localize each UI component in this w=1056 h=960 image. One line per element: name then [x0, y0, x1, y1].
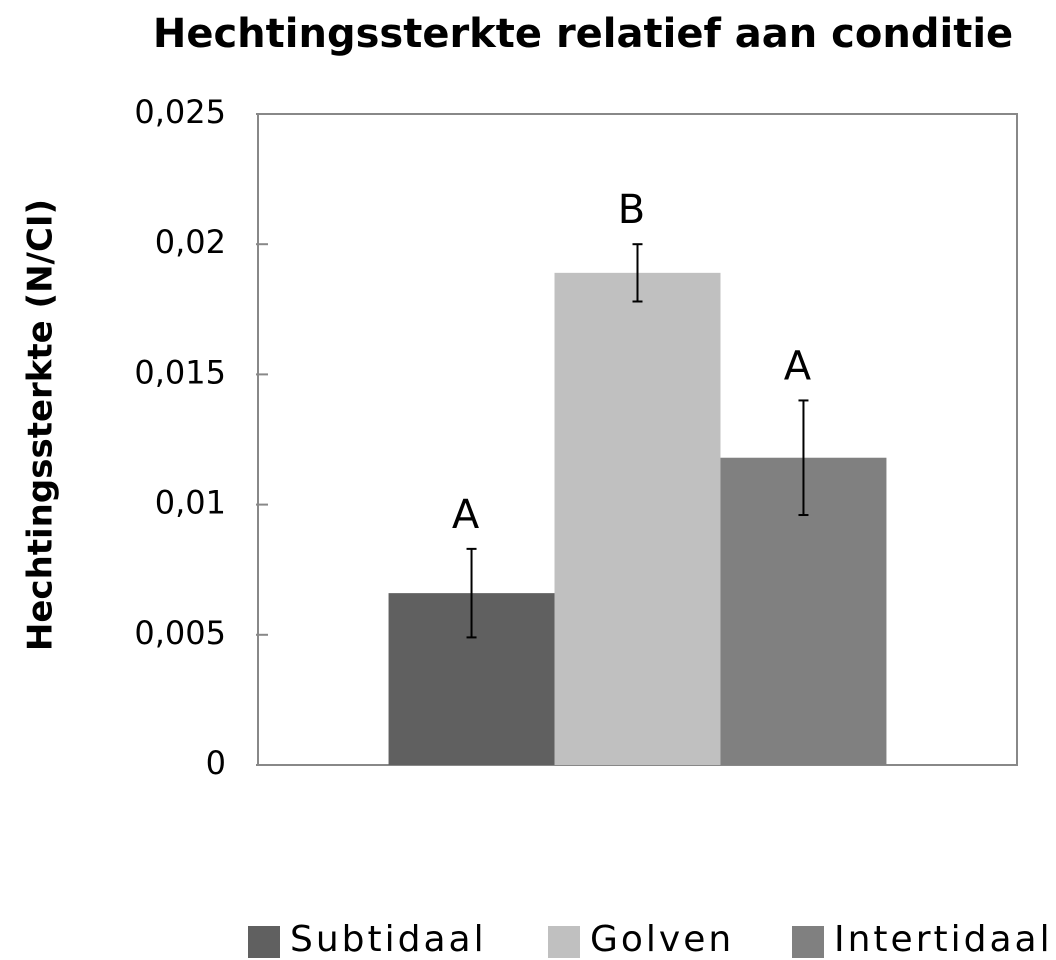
y-tick-label: 0,015 [134, 353, 226, 391]
legend-label: Subtidaal [290, 919, 487, 960]
chart-title: Hechtingssterkte relatief aan conditie [153, 11, 1013, 57]
y-tick-label: 0 [206, 744, 226, 782]
legend-swatch [548, 926, 580, 958]
significance-letter: A [452, 492, 480, 538]
y-tick-label: 0,01 [155, 484, 226, 522]
y-tick-label: 0,025 [134, 93, 226, 131]
legend-label: Intertidaal [834, 919, 1053, 960]
bar [554, 272, 721, 765]
significance-letter: A [784, 343, 812, 389]
significance-letter: B [618, 187, 645, 233]
y-tick-label: 0,02 [155, 223, 226, 261]
legend-swatch [248, 926, 280, 958]
y-axis-label: Hechtingssterkte (N/CI) [21, 199, 61, 651]
legend-swatch [792, 926, 824, 958]
legend-label: Golven [590, 919, 734, 960]
y-tick-label: 0,005 [134, 614, 226, 652]
